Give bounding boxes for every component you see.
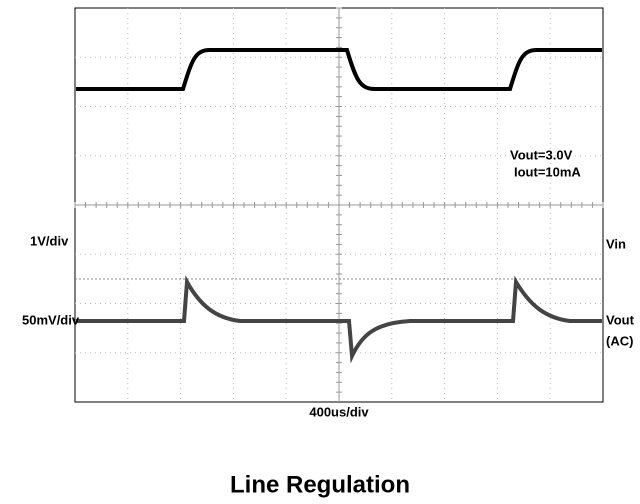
vout-trace — [76, 275, 602, 364]
channel-scale: 1V/div — [30, 233, 69, 248]
annotation: Vout=3.0V — [510, 147, 573, 162]
vin-trace — [76, 48, 602, 91]
channel-name: Vin — [606, 236, 626, 251]
channel-name: Vout — [606, 312, 635, 327]
channel-scale: 50mV/div — [22, 312, 80, 327]
annotation: Iout=10mA — [514, 164, 581, 179]
caption: Line Regulation — [230, 471, 410, 498]
grid — [74, 7, 604, 402]
time-scale: 400us/div — [309, 404, 369, 419]
channel-name: (AC) — [606, 333, 633, 348]
